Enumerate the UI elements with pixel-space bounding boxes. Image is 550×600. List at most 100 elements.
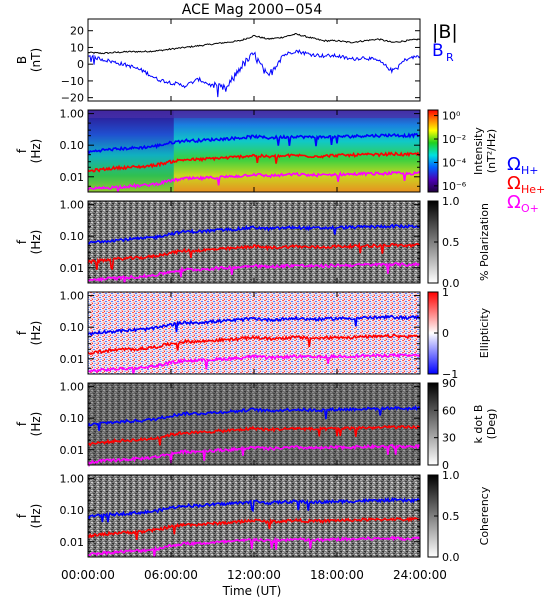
gyro-line-Hplus-polarization [87, 223, 421, 245]
colorbar-tick-label: 0.5 [442, 510, 460, 523]
x-tick-label: 12:00:00 [227, 568, 281, 582]
y-axis-label-ellipticity: f [15, 330, 29, 335]
legend-b-total: |B| [432, 21, 458, 43]
legend-b-r: B [432, 41, 444, 61]
colorbars: 10⁰ 10⁻² 10⁻⁴ 10⁻⁶ Intensity (nT²/Hz) 1.0 0.5 0.… [427, 109, 498, 564]
gyro-line-Oplus-ellipticity [87, 352, 421, 375]
colorbar-tick-label: 0 [442, 459, 449, 472]
gyro-line-Oplus-coherency [87, 535, 421, 558]
colorbar-tick-label: 0.0 [442, 551, 460, 564]
chart-title: ACE Mag 2000−054 [182, 2, 323, 18]
x-tick-label: 24:00:00 [393, 568, 447, 582]
x-tick-label: 18:00:00 [310, 568, 364, 582]
colorbar-unit-intensity: (nT²/Hz) [485, 129, 498, 173]
colorbar-label-intensity: Intensity [472, 127, 485, 175]
x-axis-label: Time (UT) [222, 584, 282, 598]
colorbar-label-polarization: % Polarization [478, 203, 491, 281]
y-tick-label: 1.00 [60, 381, 85, 394]
colorbar-unit-k-dot-b: (Deg) [485, 409, 498, 440]
colorbar-tick-label: 90 [442, 377, 456, 390]
spectrogram-dark-overlay [88, 383, 420, 465]
colorbar-tick-label: 0.5 [442, 236, 460, 249]
x-tick-label: 00:00:00 [61, 568, 115, 582]
gyro-line-Heplus-intensity [87, 151, 421, 173]
colorbar-tick-label: 10⁻⁴ [442, 156, 467, 169]
y-tick-label: 1.00 [60, 108, 85, 121]
y-tick-label: 0.01 [60, 262, 85, 275]
axis-ticks [87, 19, 421, 557]
legend-omega-Oplus: Ω [507, 192, 521, 213]
colorbar-intensity [427, 109, 439, 193]
colorbar-tick-label: 10⁻² [442, 133, 466, 146]
panel-frame-magnetic-field [87, 18, 421, 102]
legend-omega-subscript: H+ [521, 164, 539, 177]
gyro-line-Hplus-coherency [87, 496, 421, 523]
colorbar-label-ellipticity: Ellipticity [478, 307, 491, 358]
y-axis-unit-intensity: (Hz) [29, 139, 43, 164]
y-axis-unit-k-dot-b: (Hz) [29, 412, 43, 437]
colorbar-tick-label: 1 [442, 286, 449, 299]
colorbar-tick-label: 10⁰ [442, 110, 461, 123]
y-axis-label-polarization: f [15, 239, 29, 244]
spectrogram-coherency [88, 475, 420, 557]
y-tick-label: 0 [77, 58, 84, 71]
series-line-B_R [87, 49, 421, 98]
gyro-line-Heplus-coherency [87, 516, 421, 541]
legend-omega-Hplus: Ω [507, 154, 521, 175]
series-line-B_total [87, 32, 421, 55]
y-tick-label: 0.10 [60, 412, 85, 425]
y-tick-label: 0.01 [60, 444, 85, 457]
gyro-line-Heplus-polarization [87, 241, 421, 271]
gyro-line-Heplus-k-dot-b [87, 424, 421, 447]
y-tick-label: 0.10 [60, 139, 85, 152]
y-tick-label: −20 [61, 92, 84, 105]
legend-b-r-subscript: R [446, 51, 454, 64]
series-lines [87, 32, 421, 558]
y-tick-label: 1.00 [60, 473, 85, 486]
legend-omega-Heplus: Ω [507, 173, 521, 194]
gyro-line-Oplus-polarization [87, 262, 421, 284]
legends: |B|B RΩ H+Ω He+Ω O+ [432, 21, 545, 215]
gyro-line-Oplus-intensity [87, 170, 421, 193]
colorbar-label-k-dot-b: k dot B [472, 405, 485, 444]
y-axis-label-k-dot-b: f [15, 421, 29, 426]
y-tick-label: 0.01 [60, 353, 85, 366]
y-tick-label: 20 [70, 25, 84, 38]
colorbar-tick-label: 0 [442, 327, 449, 340]
colorbar-label-coherency: Coherency [478, 486, 491, 545]
gyro-line-Hplus-k-dot-b [87, 404, 421, 431]
y-axis-unit-ellipticity: (Hz) [29, 321, 43, 346]
y-axis-label-magnetic-field: B [15, 56, 29, 64]
colorbar-tick-label: 60 [442, 404, 456, 417]
y-axis-label-coherency: f [15, 513, 29, 518]
y-tick-label: 0.10 [60, 504, 85, 517]
gyro-line-Hplus-intensity [87, 132, 421, 155]
y-tick-label: 0.01 [60, 171, 85, 184]
colorbar-tick-label: 0.0 [442, 277, 460, 290]
y-tick-label: 0.01 [60, 536, 85, 549]
colorbar-tick-label: 1.0 [442, 195, 460, 208]
gyro-line-Hplus-ellipticity [87, 314, 421, 337]
y-axis-label-intensity: f [15, 148, 29, 153]
y-axis-unit-coherency: (Hz) [29, 504, 43, 529]
legend-omega-subscript: O+ [521, 202, 539, 215]
colorbar-tick-label: 30 [442, 432, 456, 445]
y-axis-unit-polarization: (Hz) [29, 230, 43, 255]
y-tick-label: 10 [70, 41, 84, 54]
y-tick-label: 1.00 [60, 290, 85, 303]
spectrogram-ellipticity [88, 292, 420, 374]
gyro-line-Heplus-ellipticity [87, 333, 421, 355]
y-tick-label: 0.10 [60, 321, 85, 334]
y-tick-label: −10 [61, 75, 84, 88]
colorbar-k-dot-b [427, 382, 439, 466]
spectrogram-early-interval [88, 110, 174, 192]
x-tick-label: 06:00:00 [144, 568, 198, 582]
legend-omega-subscript: He+ [521, 183, 545, 196]
y-tick-label: 1.00 [60, 199, 85, 212]
spectrogram-backgrounds [88, 110, 420, 557]
y-axis-unit-magnetic-field: (nT) [29, 48, 43, 72]
colorbar-tick-label: 1.0 [442, 469, 460, 482]
colorbar-tick-label: −1 [442, 368, 458, 381]
